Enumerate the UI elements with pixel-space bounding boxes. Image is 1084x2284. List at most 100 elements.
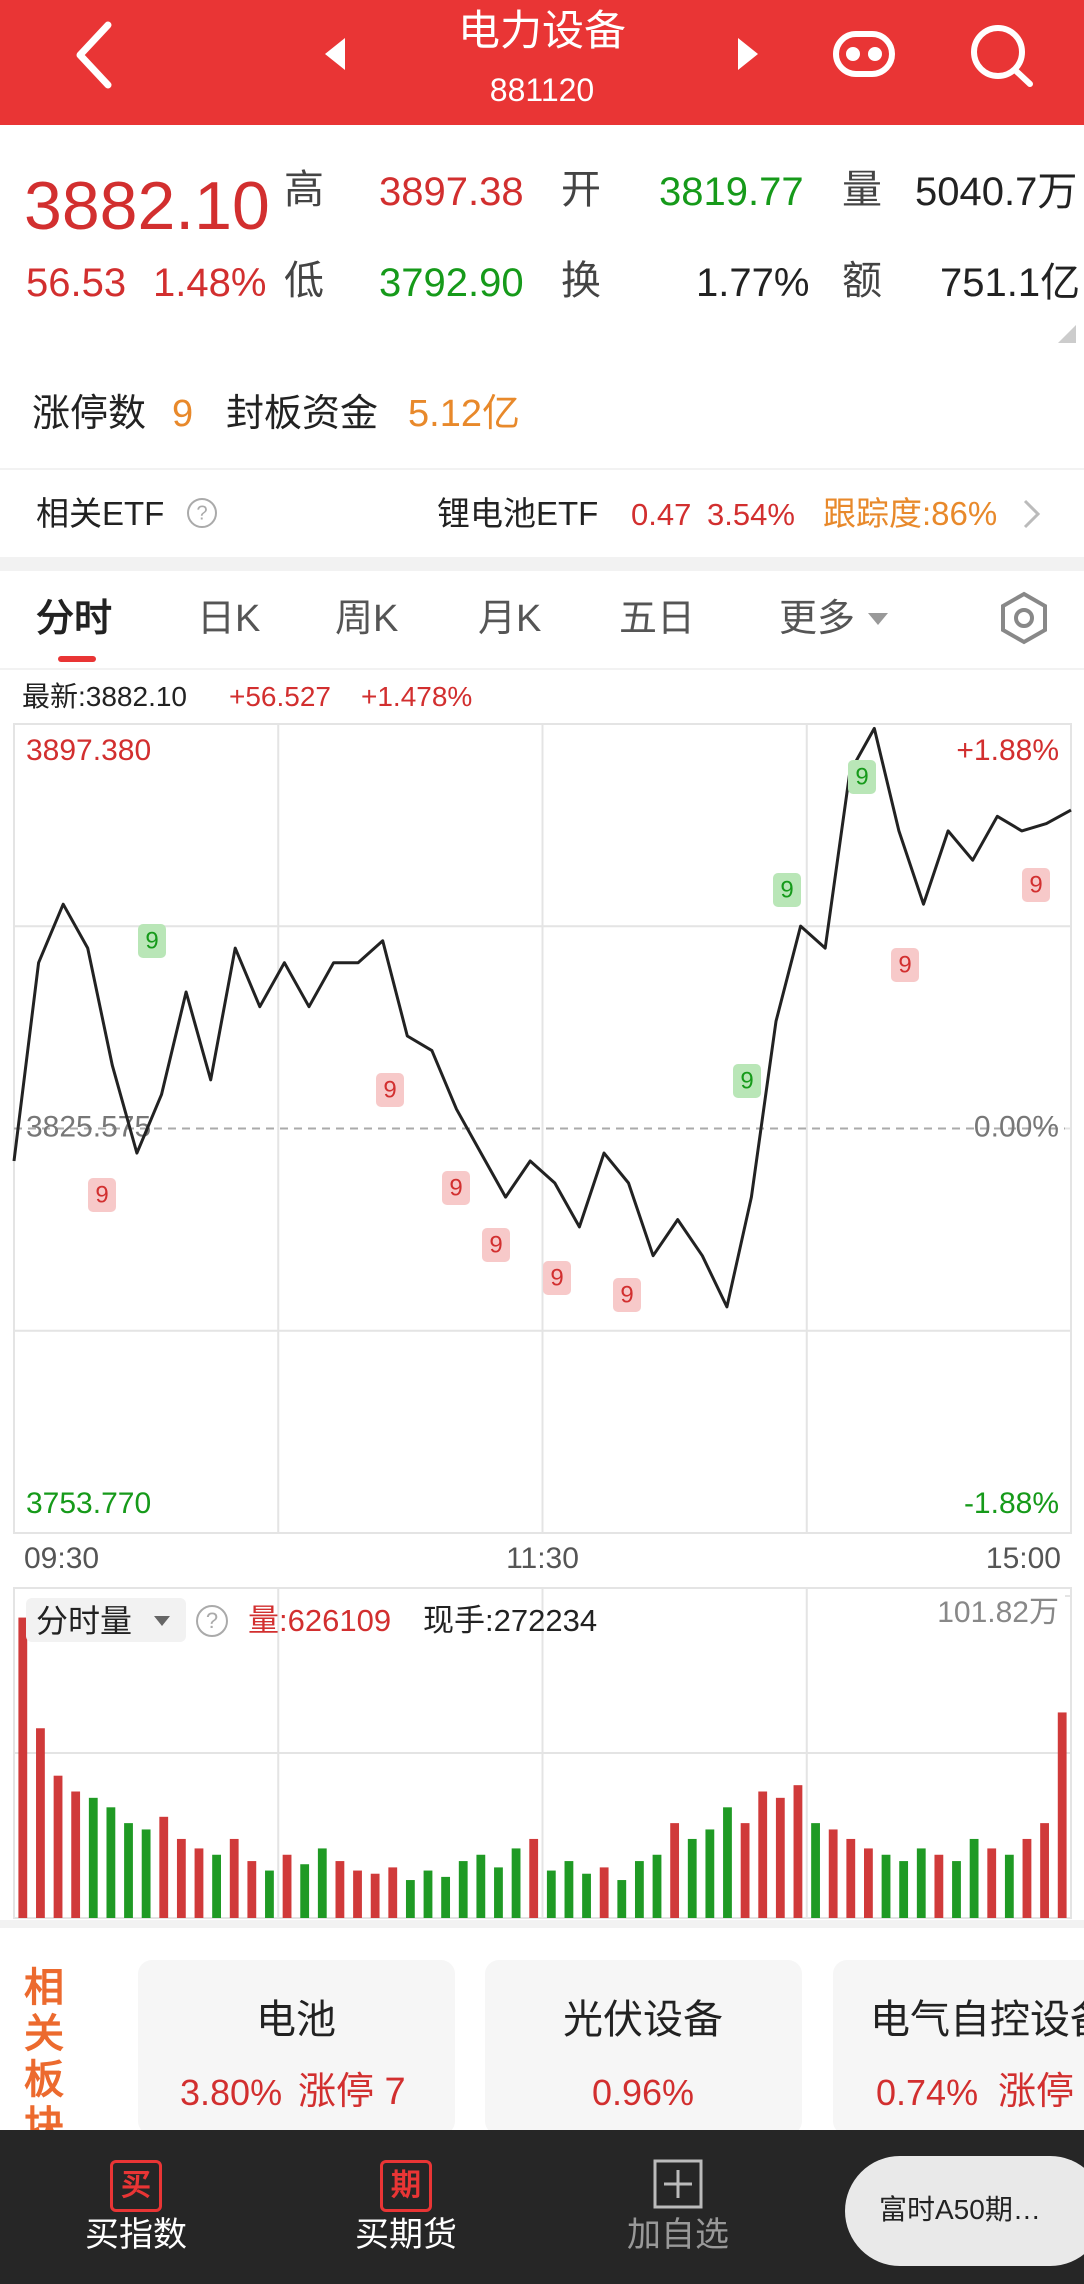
- signal-label: 9: [620, 1281, 633, 1308]
- search-icon[interactable]: [971, 25, 1033, 87]
- volume: 5040.7万: [915, 170, 1078, 214]
- settings-icon[interactable]: [996, 590, 1052, 646]
- open: 3819.77: [659, 170, 804, 214]
- change: 56.53: [26, 261, 127, 305]
- intraday-chart: 3897.3803825.5753753.770+1.88%0.00%-1.88…: [12, 723, 1072, 1919]
- chevron[interactable]: [1020, 497, 1044, 531]
- tab[interactable]: 分时: [36, 598, 113, 640]
- popup-text[interactable]: 富时A50期…: [879, 2194, 1041, 2225]
- volume-bar: [18, 1617, 28, 1918]
- latest-change-pct: +1.478%: [361, 681, 473, 712]
- volume-label: 量: [842, 168, 882, 212]
- volume-bar: [317, 1848, 327, 1918]
- volume-bar: [617, 1880, 627, 1918]
- volume-bar: [1057, 1712, 1067, 1918]
- signal-label: 9: [145, 927, 158, 954]
- nav-label[interactable]: 买指数: [85, 2216, 187, 2254]
- etf-change: 0.47: [631, 497, 692, 532]
- volume-bar: [564, 1861, 574, 1918]
- volume-bar: [335, 1861, 345, 1918]
- tab[interactable]: 月K: [478, 598, 542, 640]
- robot-icon[interactable]: [833, 31, 895, 77]
- volume-bar: [864, 1848, 873, 1918]
- signal-label: 9: [383, 1076, 396, 1103]
- volume-bar: [405, 1880, 415, 1918]
- volume-bar: [793, 1785, 803, 1918]
- volume-bar: [247, 1861, 257, 1918]
- sector-change: 0.96%: [591, 2072, 695, 2113]
- x-tick-label: 11:30: [506, 1542, 579, 1575]
- signal-badge: [848, 760, 876, 794]
- volume-bar: [71, 1791, 81, 1918]
- volume-bar: [423, 1870, 433, 1918]
- nav-label[interactable]: 买期货: [355, 2216, 457, 2254]
- signal-badge: [1022, 868, 1050, 902]
- help-icon[interactable]: ?: [186, 497, 218, 529]
- signal-label: 9: [1029, 871, 1042, 898]
- prev-button[interactable]: [325, 38, 345, 70]
- tab[interactable]: 五日: [619, 598, 696, 640]
- etf-name[interactable]: 锂电池ETF: [437, 495, 599, 532]
- volume-bar: [740, 1823, 750, 1918]
- volume-bar: [388, 1867, 398, 1918]
- signal-badge: [613, 1278, 641, 1312]
- price-line: [12, 726, 1072, 1309]
- volume-bar: [1022, 1838, 1032, 1918]
- volume-total: 量:626109: [248, 1603, 392, 1638]
- volume-bar: [370, 1873, 380, 1918]
- signal-label: 9: [898, 951, 911, 978]
- popup[interactable]: [845, 2156, 1084, 2266]
- volume-bar: [828, 1829, 838, 1918]
- volume-bar: [952, 1861, 961, 1918]
- volume-bar: [441, 1876, 451, 1918]
- turnover-label: 换: [561, 259, 601, 303]
- tab[interactable]: 日K: [197, 598, 261, 640]
- section-gap: [0, 1920, 1084, 1928]
- sector-card[interactable]: 电池 3.80% 涨停 7: [138, 1960, 455, 2135]
- volume-title[interactable]: 分时量: [36, 1603, 133, 1639]
- signal-label: 9: [489, 1231, 502, 1258]
- bottom-nav: 买 买指数 期 买期货 加自选 富时A50期…: [0, 2130, 1084, 2284]
- signal-badge: [482, 1228, 510, 1262]
- signal-badge: [891, 948, 919, 982]
- volume-bar: [705, 1829, 715, 1918]
- dropdown-arrow: [154, 1616, 170, 1626]
- amount-label: 额: [842, 259, 882, 303]
- volume-bar: [881, 1854, 891, 1918]
- latest: 最新:3882.10: [22, 681, 187, 712]
- volume-bar: [494, 1867, 503, 1918]
- limit-up-label: 涨停数: [32, 393, 147, 435]
- nav-label[interactable]: 加自选: [627, 2216, 729, 2254]
- sector-card[interactable]: 电气自控设备 0.74% 涨停: [833, 1960, 1084, 2135]
- add-icon[interactable]: [652, 2158, 704, 2210]
- sector-name: 电气自控设备: [870, 1998, 1084, 2042]
- sectors-title: 相关板块: [24, 1966, 64, 2130]
- volume-bar: [934, 1854, 944, 1918]
- volume-bar: [194, 1848, 204, 1918]
- volume-bar: [634, 1861, 644, 1918]
- x-tick-label: 15:00: [986, 1542, 1061, 1575]
- tab[interactable]: 更多: [779, 598, 856, 640]
- sector-card[interactable]: 光伏设备 0.96%: [485, 1960, 802, 2135]
- help-icon[interactable]: ?: [194, 1603, 230, 1639]
- nav-icon[interactable]: 买: [110, 2160, 162, 2212]
- sector-name: 电池: [256, 1998, 336, 2042]
- volume-bar: [282, 1854, 292, 1918]
- y-tick-label: 101.82万: [937, 1596, 1059, 1629]
- y2-tick-label: +1.88%: [956, 734, 1059, 767]
- volume-bar: [846, 1838, 856, 1918]
- signal-label: 9: [780, 876, 793, 903]
- volume-bar: [476, 1854, 486, 1918]
- expand-corner[interactable]: [1058, 325, 1076, 343]
- tab[interactable]: 周K: [335, 598, 399, 640]
- volume-bar: [141, 1829, 151, 1918]
- etf-tracking: 跟踪度:86%: [823, 495, 998, 532]
- header-icons: [76, 21, 1033, 89]
- volume-bar: [546, 1870, 556, 1918]
- volume-bar: [458, 1861, 468, 1918]
- volume-bar: [529, 1838, 539, 1918]
- nav-icon[interactable]: 期: [380, 2160, 432, 2212]
- next-button[interactable]: [738, 38, 758, 70]
- back-button[interactable]: [76, 21, 112, 89]
- volume-bar: [811, 1823, 820, 1918]
